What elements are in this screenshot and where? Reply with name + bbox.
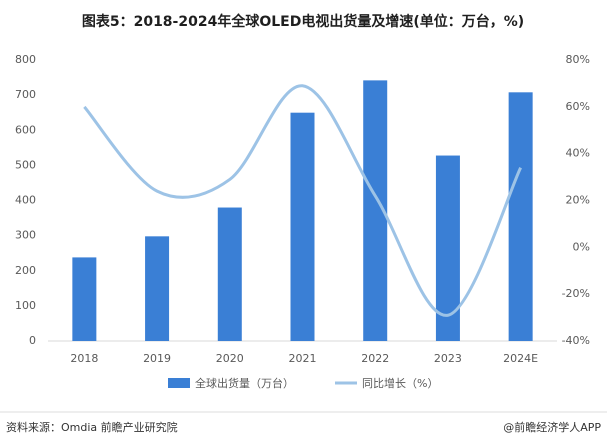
legend-swatch [168, 378, 190, 388]
y2-tick-label: 80% [566, 53, 590, 66]
y2-tick-label: 40% [566, 147, 590, 160]
y2-tick-label: 0% [573, 240, 590, 253]
legend-label: 全球出货量（万台） [195, 376, 294, 390]
x-tick-label: 2022 [361, 352, 389, 365]
y2-tick-label: 20% [566, 194, 590, 207]
y-tick-label: 300 [15, 229, 36, 242]
y-tick-label: 200 [15, 264, 36, 277]
chart-title: 图表5：2018-2024年全球OLED电视出货量及增速(单位：万台，%) [82, 13, 524, 30]
x-tick-label: 2024E [503, 352, 538, 365]
x-tick-label: 2023 [434, 352, 462, 365]
y-tick-label: 600 [15, 123, 36, 136]
x-tick-label: 2019 [143, 352, 171, 365]
y-tick-label: 800 [15, 53, 36, 66]
x-tick-label: 2020 [216, 352, 244, 365]
bar [508, 92, 533, 341]
bar [290, 112, 315, 341]
bar [217, 207, 242, 341]
x-tick-label: 2021 [289, 352, 317, 365]
y-tick-label: 100 [15, 299, 36, 312]
bar [72, 257, 97, 341]
source: 资料来源：Omdia 前瞻产业研究院 [6, 420, 178, 434]
y2-tick-label: -20% [562, 287, 590, 300]
x-tick-label: 2018 [70, 352, 98, 365]
line [83, 84, 522, 317]
y2-tick-label: 60% [566, 100, 590, 113]
credit: @前瞻经济学人APP [503, 420, 601, 434]
y-tick-label: 700 [15, 88, 36, 101]
y2-tick-label: -40% [562, 334, 590, 347]
legend-label: 同比增长（%） [362, 376, 438, 390]
bar [145, 236, 170, 341]
y-tick-label: 500 [15, 158, 36, 171]
y-tick-label: 0 [29, 334, 36, 347]
y-tick-label: 400 [15, 194, 36, 207]
